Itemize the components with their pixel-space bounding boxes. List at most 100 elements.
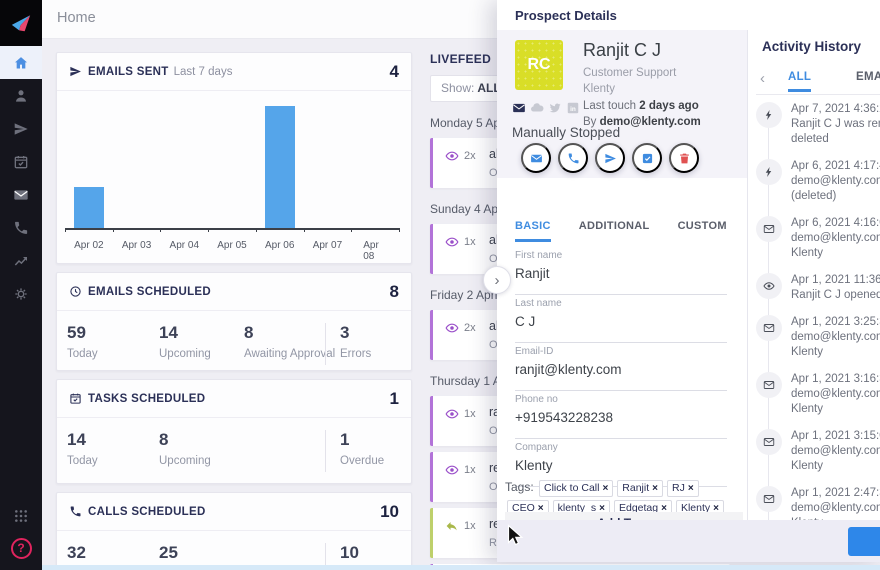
twitter-icon[interactable]: [548, 101, 562, 115]
prospect-form: First name Ranjit Last name C J Email-ID ranj…: [515, 248, 727, 488]
remove-tag-icon[interactable]: ×: [661, 503, 667, 514]
activity-text: demo@klenty.com sent: [791, 232, 880, 244]
home-icon: [13, 55, 29, 71]
sidebar-bottom-nav: ?: [0, 500, 42, 564]
activity-text: demo@klenty.com sent: [791, 445, 880, 457]
field-label: First name: [515, 250, 563, 261]
axis-tick: [399, 228, 400, 232]
tags-label: Tags:: [505, 480, 538, 494]
remove-tag-icon[interactable]: ×: [687, 483, 694, 494]
sidebar-nav: [0, 46, 42, 310]
svg-text:in: in: [570, 106, 576, 113]
field-value[interactable]: C J: [515, 314, 536, 329]
call-action-button[interactable]: [558, 143, 588, 173]
tab-custom[interactable]: CUSTOM: [677, 220, 727, 232]
remove-tag-icon[interactable]: ×: [652, 483, 658, 494]
eye-icon: [445, 407, 459, 421]
mail-icon: [756, 372, 782, 398]
sidebar-item-calendar[interactable]: [0, 145, 42, 178]
field-value[interactable]: Klenty: [515, 458, 553, 473]
livefeed-title: LIVEFEED: [430, 52, 492, 66]
mail-icon: [756, 486, 782, 512]
stat-value: 14: [159, 323, 178, 342]
tag-chip[interactable]: Click to Call ×: [539, 480, 614, 497]
help-icon: ?: [10, 537, 32, 559]
task-icon: [641, 152, 654, 165]
field-value[interactable]: ranjit@klenty.com: [515, 362, 622, 377]
activity-timeline: Apr 7, 2021 4:36:24 PM Ranjit C J was rem…: [748, 102, 880, 562]
calendar-icon: [13, 154, 29, 170]
chart-icon: [13, 253, 29, 269]
x-axis-label: Apr 05: [217, 240, 247, 251]
panel-title: Prospect Details: [497, 0, 880, 31]
sidebar-item-settings[interactable]: [0, 277, 42, 310]
stat-32: 32: [67, 543, 159, 570]
cloud-icon[interactable]: [530, 101, 544, 115]
sidebar-item-apps-grid[interactable]: [0, 500, 42, 532]
field-label: Phone no: [515, 394, 558, 405]
sidebar-item-person[interactable]: [0, 79, 42, 112]
remove-tag-icon[interactable]: ×: [602, 483, 609, 494]
remove-tag-icon[interactable]: ×: [713, 503, 719, 514]
tag-chip[interactable]: RJ ×: [667, 480, 699, 497]
tab-all[interactable]: ALL: [788, 71, 812, 92]
open-count: 1x: [464, 236, 476, 248]
x-axis-label: Apr 03: [121, 240, 152, 251]
lightning-icon: [756, 102, 782, 128]
field-value[interactable]: Ranjit: [515, 266, 550, 281]
save-button[interactable]: [848, 527, 880, 556]
activity-entry: Apr 7, 2021 4:36:24 PM Ranjit C J was rem…: [748, 102, 880, 147]
app-logo-icon[interactable]: [0, 0, 42, 46]
send-icon: [13, 121, 29, 137]
axis-tick: [208, 228, 210, 232]
emails-scheduled-total: 8: [389, 281, 399, 301]
stat-value: 8: [244, 323, 254, 342]
stat-label: Overdue: [340, 455, 385, 467]
card-title: CALLS SCHEDULED: [88, 505, 206, 518]
stat-label: Upcoming: [159, 455, 211, 467]
activity-text: Klenty: [791, 346, 823, 358]
tag-chip[interactable]: Ranjit ×: [617, 480, 663, 497]
tab-additional[interactable]: ADDITIONAL: [578, 220, 650, 232]
activity-timestamp: Apr 6, 2021 4:17:48 AM: [791, 160, 880, 172]
activity-entry: Apr 1, 2021 3:16:36 AM demo@klenty.com se…: [748, 372, 880, 417]
prospect-name: Ranjit C J: [583, 40, 662, 60]
sidebar-item-phone[interactable]: [0, 211, 42, 244]
email-action-button[interactable]: [521, 143, 551, 173]
activity-text: Klenty: [791, 460, 823, 472]
stat-value: 1: [340, 430, 350, 449]
emails-sent-header: EMAILS SENT Last 7 days 4: [57, 53, 411, 91]
task-action-button[interactable]: [632, 143, 662, 173]
tab-basic[interactable]: BASIC: [515, 220, 551, 242]
chart-x-axis-labels: Apr 02 Apr 03 Apr 04 Apr 05 Apr 06 Apr 07 Apr …: [65, 240, 399, 262]
tab-emailed[interactable]: EMAILED: [856, 71, 880, 83]
remove-tag-icon[interactable]: ×: [599, 503, 605, 514]
send-action-button[interactable]: [595, 143, 625, 173]
email-icon[interactable]: [512, 101, 526, 115]
remove-tag-icon[interactable]: ×: [537, 503, 544, 514]
linkedin-icon[interactable]: in: [566, 101, 580, 115]
delete-action-button[interactable]: [669, 143, 699, 173]
mail-icon: [756, 216, 782, 242]
sidebar-item-envelope[interactable]: [0, 178, 42, 211]
person-icon: [13, 88, 29, 104]
x-axis-label: Apr 08: [363, 240, 379, 262]
paper-plane-icon: [69, 65, 82, 78]
emails-scheduled-stats: 59 Today 14 Upcoming 8 Awaiting Approval 3 Erro…: [57, 311, 411, 381]
sidebar-item-home[interactable]: [0, 46, 42, 79]
sidebar-item-chart[interactable]: [0, 244, 42, 277]
card-title: TASKS SCHEDULED: [88, 392, 206, 405]
field-value[interactable]: +919543228238: [515, 410, 613, 425]
sidebar-item-paper-plane[interactable]: [0, 112, 42, 145]
field-label: Company: [515, 442, 558, 453]
activity-timestamp: Apr 1, 2021 3:16:36 AM: [791, 373, 880, 385]
open-count: 2x: [464, 322, 476, 334]
calls-scheduled-header: CALLS SCHEDULED 10: [57, 493, 411, 531]
card-title: EMAILS SCHEDULED: [88, 285, 212, 298]
sidebar-item-help[interactable]: ?: [0, 532, 42, 564]
collapse-panel-button[interactable]: ›: [483, 266, 511, 294]
mail-icon: [756, 429, 782, 455]
chevron-left-icon[interactable]: ‹: [760, 70, 765, 87]
field-label: Last name: [515, 298, 562, 309]
